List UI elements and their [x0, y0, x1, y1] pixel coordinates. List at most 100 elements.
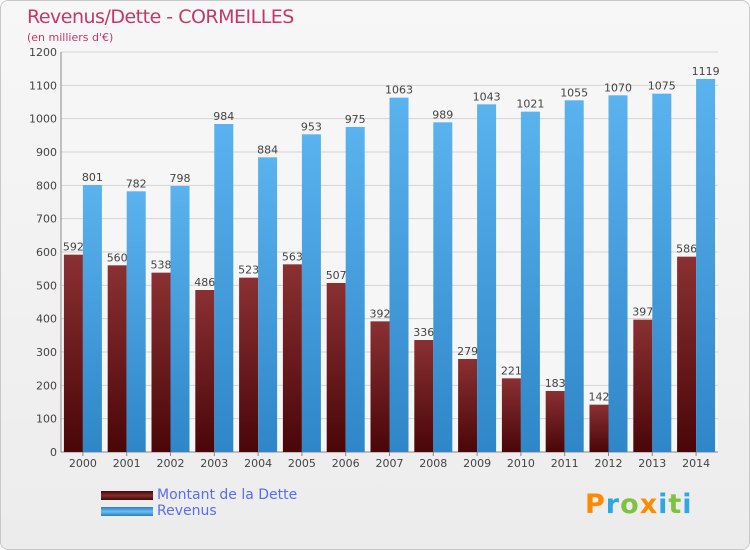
x-tick-label: 2004: [244, 457, 272, 470]
bar-revenus: [258, 157, 278, 453]
logo-letter: x: [639, 489, 659, 520]
x-tick-label: 2007: [376, 457, 404, 470]
legend-swatch-revenus: [101, 506, 153, 516]
data-label: 142: [589, 391, 610, 404]
logo-letter: i: [682, 489, 693, 520]
data-label: 560: [107, 251, 128, 264]
x-tick-label: 2003: [200, 457, 228, 470]
y-tick-label: 600: [36, 246, 57, 259]
data-label: 798: [170, 172, 191, 185]
chart-subtitle: (en milliers d'€): [27, 31, 114, 44]
data-label: 183: [545, 377, 566, 390]
legend-item-dette: Montant de la Dette: [101, 487, 297, 503]
legend-swatch-dette: [101, 490, 153, 500]
y-tick-label: 1000: [29, 113, 57, 126]
y-tick-label: 800: [36, 179, 57, 192]
x-tick-label: 2013: [638, 457, 666, 470]
bar-revenus: [564, 100, 584, 452]
bar-revenus: [477, 104, 497, 452]
y-tick-label: 300: [36, 346, 57, 359]
data-label: 1063: [385, 84, 413, 97]
bar-dette: [107, 265, 127, 452]
x-tick-label: 2002: [157, 457, 185, 470]
data-label: 221: [501, 364, 522, 377]
data-label: 801: [82, 171, 103, 184]
data-label: 507: [326, 269, 347, 282]
y-tick-label: 100: [36, 413, 57, 426]
data-label: 523: [238, 264, 259, 277]
data-label: 586: [676, 243, 697, 256]
y-tick-label: 700: [36, 213, 57, 226]
data-label: 563: [282, 250, 303, 263]
bar-revenus: [608, 95, 628, 452]
data-label: 279: [457, 345, 478, 358]
data-label: 984: [213, 110, 234, 123]
x-tick-label: 2005: [288, 457, 316, 470]
data-label: 592: [63, 241, 84, 254]
x-tick-label: 2001: [113, 457, 141, 470]
bar-dette: [282, 264, 302, 452]
bar-dette: [414, 340, 434, 452]
bar-dette: [633, 319, 653, 452]
y-tick-label: 1200: [29, 46, 57, 59]
legend: Montant de la Dette Revenus: [101, 487, 297, 519]
data-label: 392: [370, 307, 391, 320]
bar-dette: [589, 404, 609, 452]
bar-revenus: [520, 111, 540, 453]
bar-dette: [195, 290, 215, 452]
data-label: 1075: [648, 80, 676, 93]
bar-revenus: [345, 127, 365, 452]
bar-revenus: [389, 97, 409, 453]
y-tick-label: 200: [36, 379, 57, 392]
legend-label-revenus: Revenus: [157, 503, 217, 519]
x-tick-label: 2008: [419, 457, 447, 470]
bar-revenus: [126, 191, 146, 453]
logo-letter: r: [605, 489, 621, 520]
bar-dette: [326, 283, 346, 452]
legend-label-dette: Montant de la Dette: [157, 487, 298, 503]
data-label: 538: [151, 259, 172, 272]
bar-dette: [545, 391, 565, 452]
bar-dette: [239, 277, 259, 452]
bar-dette: [151, 272, 171, 452]
x-tick-label: 2009: [463, 457, 491, 470]
data-label: 486: [194, 276, 215, 289]
x-tick-label: 2000: [69, 457, 97, 470]
logo-letter: i: [658, 489, 669, 520]
chart-title: Revenus/Dette - CORMEILLES: [27, 6, 294, 28]
bar-revenus: [170, 186, 190, 452]
legend-item-revenus: Revenus: [101, 503, 297, 519]
bar-revenus: [696, 79, 716, 452]
x-tick-label: 2014: [682, 457, 710, 470]
bar-dette: [501, 378, 521, 452]
proxiti-logo: Proxiti: [585, 489, 693, 520]
bar-revenus: [652, 93, 672, 453]
bar-revenus: [301, 134, 321, 453]
data-label: 1055: [560, 86, 588, 99]
x-tick-label: 2010: [507, 457, 535, 470]
y-tick-label: 400: [36, 313, 57, 326]
x-tick-label: 2006: [332, 457, 360, 470]
data-label: 1043: [473, 90, 501, 103]
bar-revenus: [433, 122, 453, 452]
bar-revenus: [214, 124, 234, 452]
data-label: 975: [345, 113, 366, 126]
bar-dette: [458, 359, 478, 452]
data-label: 782: [126, 177, 147, 190]
x-tick-label: 2012: [595, 457, 623, 470]
y-tick-label: 1100: [29, 79, 57, 92]
data-label: 1119: [692, 65, 720, 78]
logo-letter: P: [585, 489, 606, 520]
bar-dette: [677, 256, 697, 452]
y-tick-label: 0: [50, 446, 57, 459]
data-label: 1070: [604, 81, 632, 94]
data-label: 336: [413, 326, 434, 339]
bar-revenus: [82, 185, 102, 452]
logo-letter: o: [620, 489, 640, 520]
logo-letter: t: [668, 489, 683, 520]
data-label: 884: [257, 143, 278, 156]
data-label: 1021: [516, 98, 544, 111]
data-label: 989: [432, 108, 453, 121]
